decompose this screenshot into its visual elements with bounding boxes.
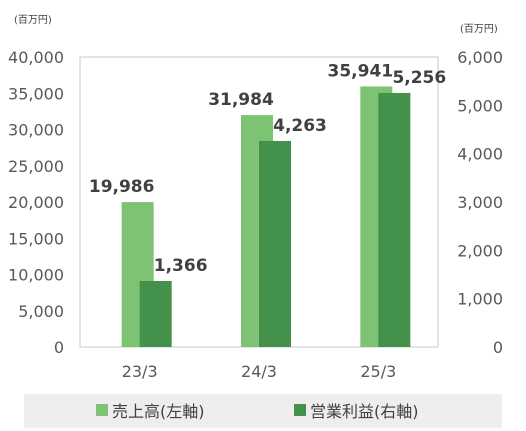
category-label: 25/3 — [360, 362, 396, 381]
bars — [121, 86, 411, 348]
operating-profit-data-label: 4,263 — [273, 116, 327, 136]
right-axis: 0 1,000 2,000 3,000 4,000 5,000 6,000 — [457, 48, 503, 357]
left-axis-unit: (百万円) — [14, 14, 52, 26]
sales-data-label: 19,986 — [89, 177, 155, 197]
legend-label: 売上高(左軸) — [112, 402, 205, 421]
category-label: 23/3 — [122, 362, 158, 381]
right-tick-label: 5,000 — [457, 96, 503, 115]
right-tick-label: 3,000 — [457, 193, 503, 212]
left-axis: 0 5,000 10,000 15,000 20,000 25,000 30,000 35,0… — [8, 48, 64, 357]
left-tick-label: 40,000 — [8, 48, 64, 67]
right-tick-label: 1,000 — [457, 290, 503, 309]
left-tick-label: 20,000 — [8, 193, 64, 212]
x-axis: 23/3 24/3 25/3 — [122, 362, 397, 381]
operating-profit-bar — [139, 280, 172, 347]
operating-profit-bar — [378, 92, 411, 348]
sales-data-label: 31,984 — [208, 90, 274, 110]
category-label: 24/3 — [241, 362, 277, 381]
operating-profit-data-label: 5,256 — [392, 68, 446, 88]
legend-background — [24, 394, 502, 428]
legend-swatch — [96, 404, 108, 416]
left-tick-label: 25,000 — [8, 157, 64, 176]
legend-swatch — [294, 404, 306, 416]
left-tick-label: 10,000 — [8, 266, 64, 285]
operating-profit-bar — [259, 140, 291, 347]
legend: 売上高(左軸) 営業利益(右軸) — [96, 402, 419, 421]
left-tick-label: 15,000 — [8, 229, 64, 248]
left-tick-label: 35,000 — [8, 84, 64, 103]
operating-profit-data-label: 1,366 — [154, 256, 208, 276]
data-labels: 19,986 31,984 35,941 1,366 4,263 5,256 — [89, 61, 446, 276]
right-tick-label: 0 — [493, 338, 503, 357]
right-tick-label: 6,000 — [457, 48, 503, 67]
right-axis-unit: (百万円) — [460, 23, 498, 35]
sales-data-label: 35,941 — [328, 61, 394, 81]
left-tick-label: 0 — [54, 338, 64, 357]
legend-label: 営業利益(右軸) — [310, 402, 419, 421]
left-tick-label: 30,000 — [8, 121, 64, 140]
left-tick-label: 5,000 — [18, 302, 64, 321]
right-tick-label: 2,000 — [457, 241, 503, 260]
right-tick-label: 4,000 — [457, 145, 503, 164]
